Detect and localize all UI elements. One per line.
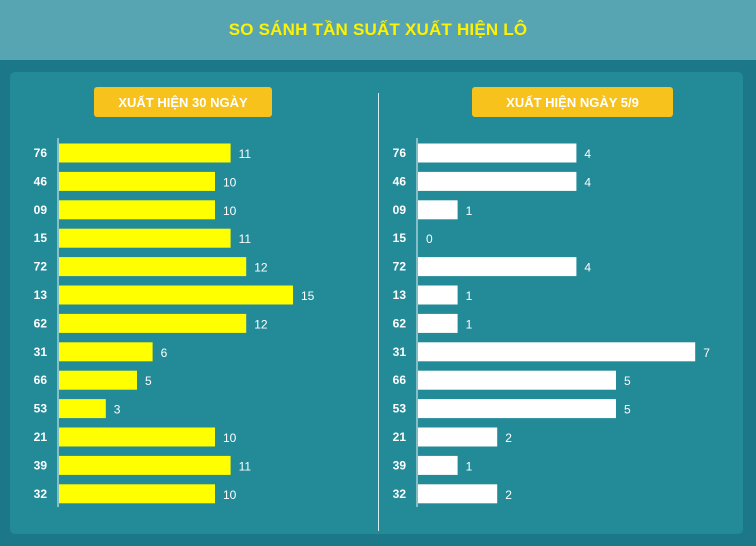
right-value-label: 4 bbox=[584, 261, 591, 275]
right-value-label: 0 bbox=[426, 232, 433, 246]
right-value-label: 5 bbox=[624, 403, 631, 417]
left-category-label: 62 bbox=[34, 316, 48, 330]
left-value-label: 12 bbox=[254, 261, 268, 275]
left-category-label: 46 bbox=[34, 174, 48, 188]
left-bar bbox=[59, 427, 215, 447]
right-category-label: 62 bbox=[393, 316, 407, 330]
right-value-label: 1 bbox=[466, 459, 473, 473]
right-category-label: 21 bbox=[393, 430, 407, 444]
left-bar bbox=[59, 171, 215, 191]
left-category-label: 72 bbox=[34, 260, 48, 274]
left-value-label: 12 bbox=[254, 317, 268, 331]
right-bar bbox=[418, 285, 458, 305]
right-bar bbox=[418, 171, 577, 191]
left-value-label: 15 bbox=[301, 289, 315, 303]
left-bar bbox=[59, 455, 231, 475]
right-chart-title: XUẤT HIỆN NGÀY 5/9 bbox=[472, 87, 673, 117]
right-bar bbox=[418, 399, 616, 419]
right-category-label: 13 bbox=[393, 288, 407, 302]
right-bar bbox=[418, 455, 458, 475]
left-bar bbox=[59, 143, 231, 163]
left-bar bbox=[59, 313, 247, 333]
right-bar bbox=[418, 143, 577, 163]
right-category-label: 32 bbox=[393, 487, 407, 501]
right-value-label: 2 bbox=[505, 488, 512, 502]
left-value-label: 11 bbox=[239, 147, 252, 161]
right-value-label: 1 bbox=[466, 317, 473, 331]
right-value-label: 2 bbox=[505, 431, 512, 445]
left-bar bbox=[59, 399, 106, 419]
left-bar bbox=[59, 228, 231, 248]
right-category-label: 39 bbox=[393, 458, 407, 472]
left-value-label: 11 bbox=[239, 232, 252, 246]
right-bar bbox=[418, 484, 498, 504]
right-bar bbox=[418, 200, 458, 220]
left-category-label: 76 bbox=[34, 146, 48, 160]
right-category-label: 09 bbox=[393, 203, 407, 217]
right-bar bbox=[418, 313, 458, 333]
right-value-label: 1 bbox=[466, 289, 473, 303]
right-value-label: 1 bbox=[466, 204, 473, 218]
left-value-label: 10 bbox=[223, 488, 237, 502]
right-category-label: 76 bbox=[393, 146, 407, 160]
left-bar bbox=[59, 484, 215, 504]
chart-divider bbox=[378, 93, 379, 531]
right-value-label: 5 bbox=[624, 374, 631, 388]
left-chart-title: XUẤT HIỆN 30 NGÀY bbox=[94, 87, 272, 117]
right-category-label: 53 bbox=[393, 402, 407, 416]
right-category-label: 66 bbox=[393, 373, 407, 387]
right-bar bbox=[418, 427, 498, 447]
left-category-label: 15 bbox=[34, 231, 48, 245]
left-bar bbox=[59, 200, 215, 220]
left-category-label: 09 bbox=[34, 203, 48, 217]
right-bar bbox=[418, 342, 696, 362]
right-category-label: 46 bbox=[393, 174, 407, 188]
left-value-label: 10 bbox=[223, 204, 237, 218]
left-bar bbox=[59, 257, 247, 277]
right-value-label: 7 bbox=[703, 346, 710, 360]
left-value-label: 3 bbox=[114, 403, 121, 417]
right-category-label: 31 bbox=[393, 345, 407, 359]
left-category-label: 53 bbox=[34, 402, 48, 416]
page-title: SO SÁNH TẦN SUẤT XUẤT HIỆN LÔ bbox=[228, 20, 528, 39]
right-category-label: 72 bbox=[393, 260, 407, 274]
left-bar bbox=[59, 285, 293, 305]
left-category-label: 66 bbox=[34, 373, 48, 387]
left-category-label: 32 bbox=[34, 487, 48, 501]
left-value-label: 5 bbox=[145, 374, 152, 388]
right-category-label: 15 bbox=[393, 231, 407, 245]
left-category-label: 13 bbox=[34, 288, 48, 302]
left-value-label: 10 bbox=[223, 431, 237, 445]
left-bar bbox=[59, 342, 153, 362]
right-value-label: 4 bbox=[584, 175, 591, 189]
header-banner: SO SÁNH TẦN SUẤT XUẤT HIỆN LÔ bbox=[0, 0, 756, 60]
left-value-label: 11 bbox=[239, 459, 252, 473]
left-bar bbox=[59, 370, 137, 390]
left-category-label: 39 bbox=[34, 458, 48, 472]
right-bar bbox=[418, 370, 616, 390]
left-value-label: 10 bbox=[223, 175, 237, 189]
right-value-label: 4 bbox=[584, 147, 591, 161]
left-value-label: 6 bbox=[161, 346, 168, 360]
left-category-label: 31 bbox=[34, 345, 48, 359]
right-bar bbox=[418, 257, 577, 277]
left-category-label: 21 bbox=[34, 430, 48, 444]
